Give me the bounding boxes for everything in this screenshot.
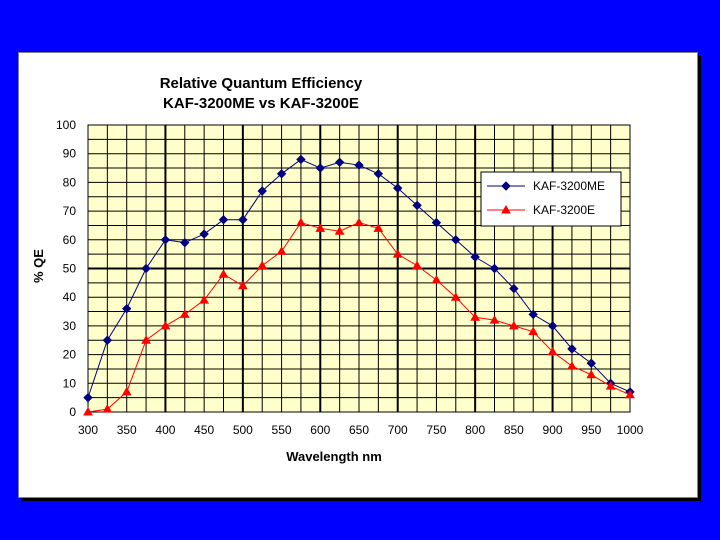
chart-svg: Relative Quantum Efficiency KAF-3200ME v… <box>31 75 644 464</box>
x-tick-label: 450 <box>194 423 214 437</box>
chart-title: Relative Quantum Efficiency <box>160 75 363 92</box>
x-tick-label: 1000 <box>617 423 644 437</box>
x-tick-label: 300 <box>78 423 98 437</box>
data-point <box>296 217 306 227</box>
y-tick-label: 30 <box>63 319 77 333</box>
data-point <box>625 389 635 399</box>
y-tick-label: 50 <box>63 262 77 276</box>
data-point <box>431 274 442 284</box>
data-point <box>160 235 171 245</box>
data-point <box>567 344 577 354</box>
y-tick-label: 70 <box>63 204 77 218</box>
series-kaf-3200e <box>83 217 635 416</box>
x-tick-label: 800 <box>465 423 485 437</box>
data-point <box>392 249 403 258</box>
data-point <box>393 183 403 193</box>
data-point <box>450 292 461 301</box>
chart-panel: Relative Quantum Efficiency KAF-3200ME v… <box>18 52 698 498</box>
data-point <box>470 252 480 262</box>
tick-labels: 300 350 400 450 500 550 600 650 700 750 800 850 900 9… <box>56 118 644 437</box>
y-tick-label: 40 <box>63 290 77 304</box>
data-point <box>412 200 422 211</box>
data-point <box>121 386 132 396</box>
x-tick-label: 750 <box>426 423 446 437</box>
x-tick-label: 350 <box>117 423 137 437</box>
data-point <box>586 358 596 368</box>
legend-box <box>480 171 622 227</box>
x-tick-label: 500 <box>233 423 253 437</box>
data-point <box>547 346 558 356</box>
y-tick-label: 80 <box>63 175 77 189</box>
y-tick-label: 10 <box>63 376 77 390</box>
data-point <box>334 226 345 235</box>
y-tick-label: 90 <box>63 147 77 161</box>
legend-marker <box>501 181 511 191</box>
data-point <box>451 235 461 245</box>
data-point <box>315 223 326 232</box>
y-tick-label: 100 <box>56 118 76 132</box>
data-point <box>470 312 481 321</box>
data-point <box>141 263 151 274</box>
series-layer <box>83 154 635 416</box>
series-kaf-3200me <box>83 154 635 403</box>
legend-label: KAF-3200ME <box>533 179 605 193</box>
data-point <box>509 283 519 294</box>
data-point <box>354 160 364 170</box>
data-point <box>276 169 287 179</box>
data-point <box>567 361 577 370</box>
data-point <box>508 320 519 330</box>
x-tick-label: 600 <box>310 423 330 437</box>
data-point <box>586 369 597 379</box>
legend-marker <box>501 204 511 214</box>
data-point <box>373 223 384 232</box>
data-point <box>238 215 248 225</box>
data-point <box>412 260 422 270</box>
data-point <box>489 263 500 274</box>
x-axis-label: Wavelength nm <box>286 449 382 464</box>
data-point <box>180 237 190 248</box>
data-point <box>354 217 364 227</box>
x-tick-label: 700 <box>388 423 408 437</box>
data-point <box>160 320 171 330</box>
data-point <box>83 392 93 403</box>
x-tick-label: 650 <box>349 423 369 437</box>
y-tick-label: 60 <box>63 233 77 247</box>
grid-layer <box>88 125 630 412</box>
data-point <box>257 186 267 196</box>
data-point <box>315 163 325 173</box>
data-point <box>431 217 442 228</box>
y-axis-label: % QE <box>31 249 46 283</box>
data-point <box>334 157 345 168</box>
data-point <box>102 335 113 345</box>
data-point <box>179 309 190 318</box>
data-point <box>102 404 113 413</box>
data-point <box>199 295 210 304</box>
data-point <box>296 154 306 165</box>
data-point <box>605 381 616 390</box>
data-point <box>528 309 538 320</box>
data-point <box>547 321 558 331</box>
data-point <box>276 246 287 255</box>
y-tick-label: 0 <box>69 405 76 419</box>
x-tick-label: 900 <box>543 423 563 437</box>
x-tick-label: 400 <box>155 423 175 437</box>
data-point <box>237 280 248 290</box>
data-point <box>373 169 384 179</box>
data-point <box>218 269 229 278</box>
data-point <box>218 215 229 225</box>
data-point <box>141 335 151 344</box>
x-tick-label: 950 <box>581 423 601 437</box>
data-point <box>199 229 209 239</box>
y-tick-label: 20 <box>63 348 77 362</box>
x-tick-label: 550 <box>272 423 292 437</box>
legend: KAF-3200ME KAF-3200E <box>480 171 622 227</box>
x-tick-label: 850 <box>504 423 524 437</box>
data-point <box>83 406 93 416</box>
data-point <box>257 260 268 270</box>
data-point <box>122 303 132 314</box>
chart-subtitle: KAF-3200ME vs KAF-3200E <box>163 95 359 112</box>
data-point <box>528 326 539 336</box>
data-point <box>489 315 500 324</box>
legend-label: KAF-3200E <box>533 203 595 217</box>
